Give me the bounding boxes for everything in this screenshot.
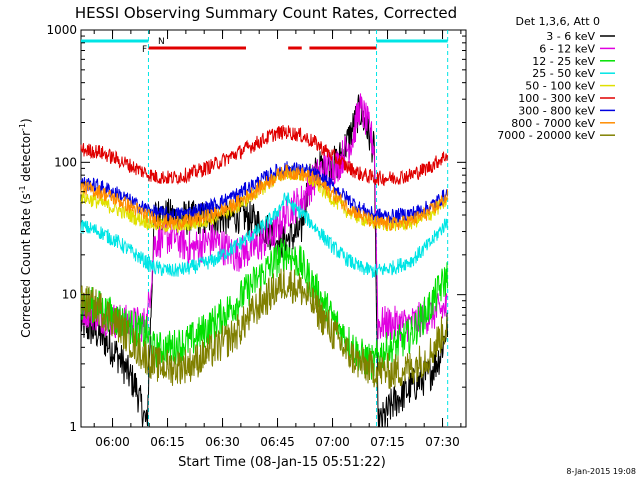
axes: 06:00 06:15 06:30 06:45 07:00 07:15 07:30 1 10 10… — [46, 23, 466, 449]
y-label-sup2: -1 — [18, 123, 27, 131]
legend-label-1: 6 - 12 keV — [539, 42, 595, 55]
chart-title: HESSI Observing Summary Count Rates, Cor… — [75, 4, 457, 22]
series-line-2 — [80, 238, 448, 380]
y-tick-label-2: 100 — [54, 155, 77, 169]
footer-date: 8-Jan-2015 19:08 — [566, 467, 636, 476]
legend-label-4: 50 - 100 keV — [525, 80, 595, 93]
y-label-sup1: -1 — [18, 185, 27, 193]
y-tick-label-0: 1 — [69, 420, 77, 434]
legend-label-8: 7000 - 20000 keV — [497, 129, 595, 142]
series-line-3 — [80, 192, 448, 278]
y-tick-label-1: 10 — [62, 288, 77, 302]
legend-label-6: 300 - 800 keV — [518, 104, 595, 117]
series-line-6 — [80, 161, 448, 224]
x-tick-label-1: 06:15 — [150, 435, 185, 449]
series-line-5 — [80, 124, 448, 187]
series-line-8 — [80, 268, 448, 390]
x-tick-label-0: 06:00 — [95, 435, 130, 449]
night-flag-label: N — [158, 37, 165, 47]
legend-label-2: 12 - 25 keV — [532, 55, 595, 68]
y-label-main: Corrected Count Rate (s — [19, 193, 33, 337]
legend-label-0: 3 - 6 keV — [546, 30, 595, 43]
series-lines — [80, 93, 448, 428]
x-tick-label-5: 07:15 — [370, 435, 405, 449]
x-axis-label: Start Time (08-Jan-15 05:51:22) — [178, 455, 386, 470]
legend-label-3: 25 - 50 keV — [532, 67, 595, 80]
y-axis-label: Corrected Count Rate (s-1 detector-1) — [18, 118, 33, 337]
flare-flag-label: F — [142, 45, 147, 55]
x-tick-label-2: 06:30 — [205, 435, 240, 449]
legend-title: Det 1,3,6, Att 0 — [516, 15, 600, 28]
series-line-7 — [80, 164, 448, 231]
flag-bars — [81, 39, 448, 50]
legend-label-5: 100 - 300 keV — [518, 92, 595, 105]
y-tick-label-3: 1000 — [46, 23, 77, 37]
x-tick-label-6: 07:30 — [425, 435, 460, 449]
x-tick-label-4: 07:00 — [315, 435, 350, 449]
y-label-mid: detector — [19, 131, 33, 186]
legend-label-7: 800 - 7000 keV — [511, 117, 595, 130]
x-tick-label-3: 06:45 — [260, 435, 295, 449]
y-label-end: ) — [19, 118, 33, 123]
